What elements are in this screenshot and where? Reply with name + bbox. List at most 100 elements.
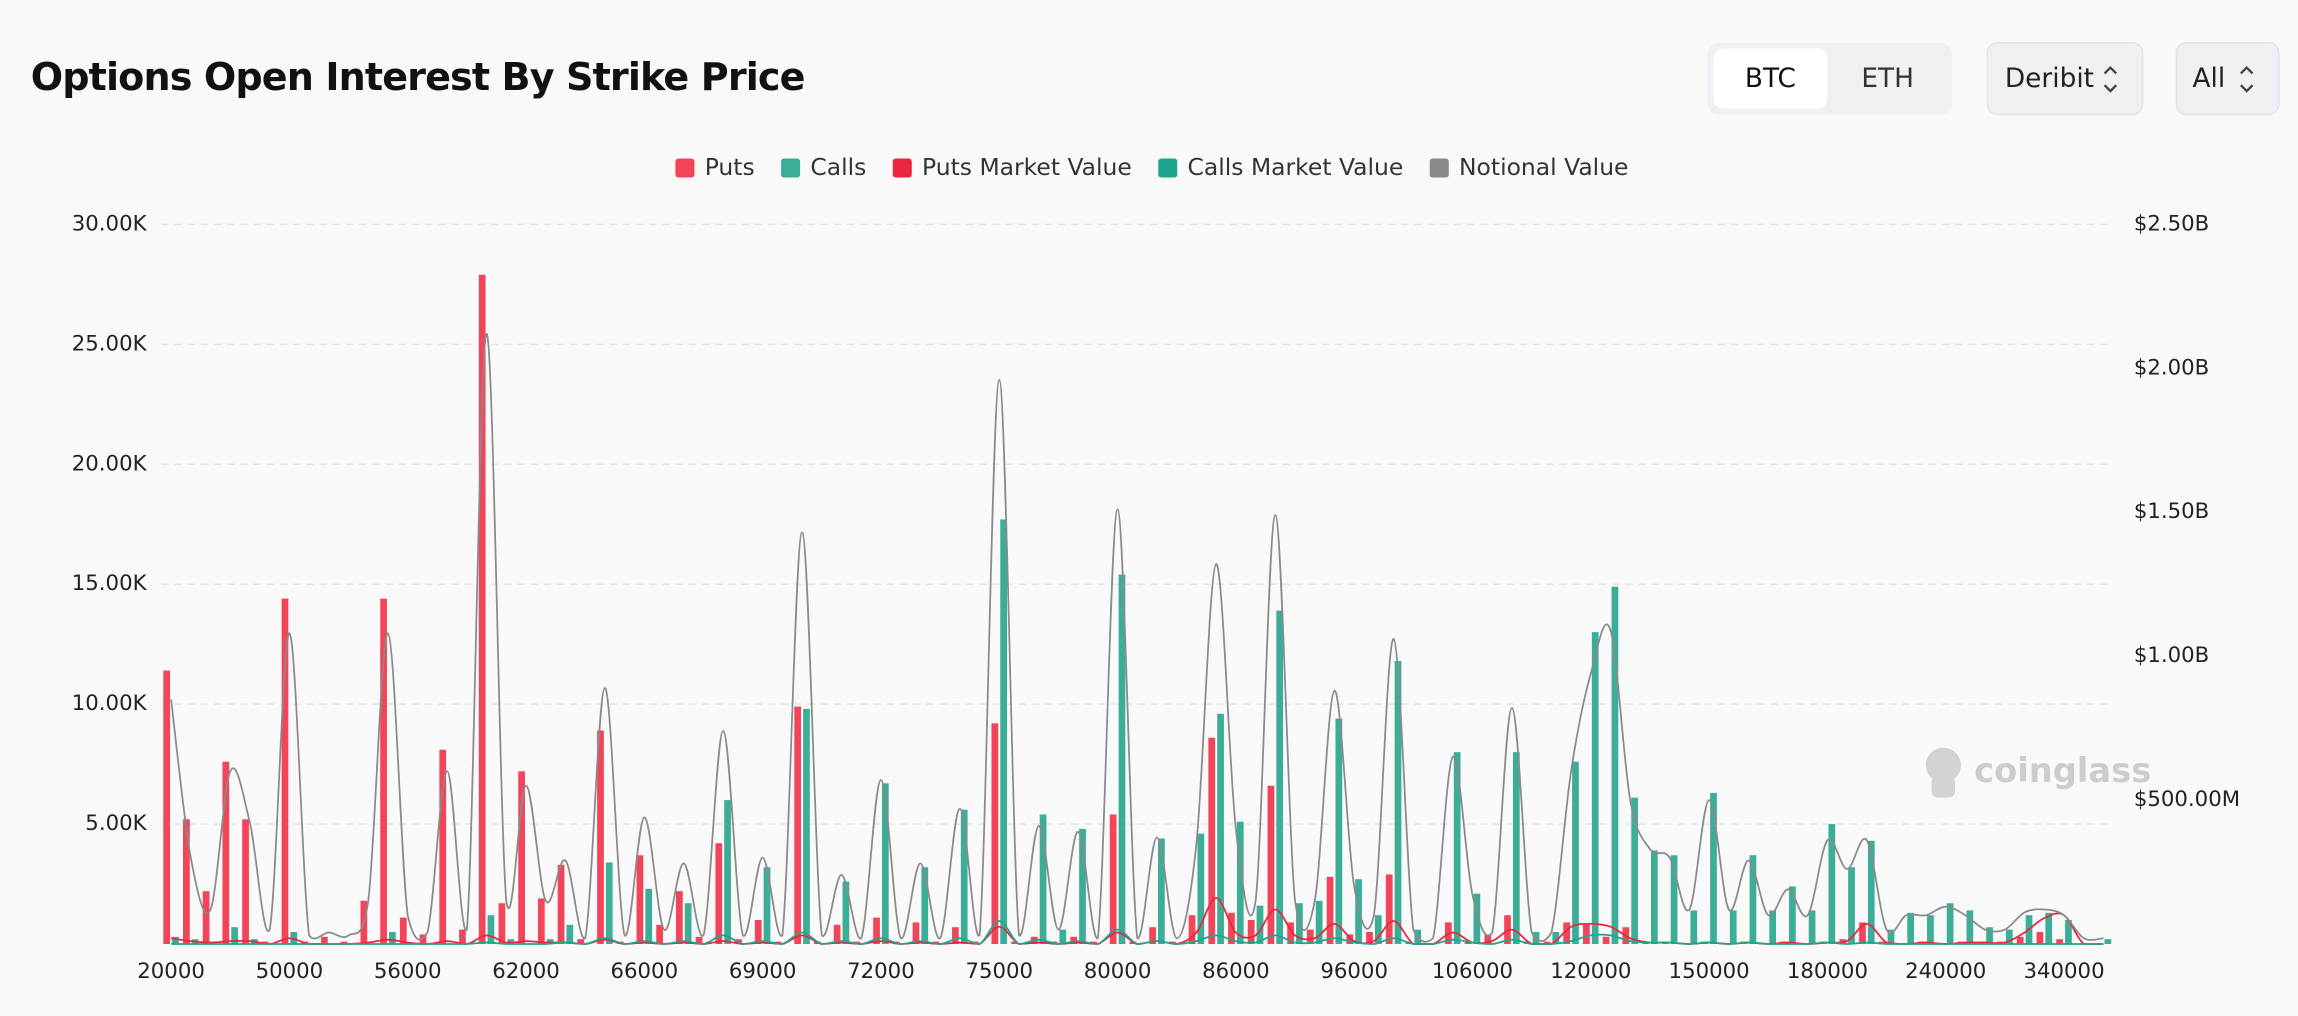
y2-tick-label: $1.50B <box>2134 499 2209 524</box>
bar <box>1158 838 1165 945</box>
bar <box>1611 586 1619 945</box>
bar <box>1729 910 1737 945</box>
x-tick-label: 62000 <box>492 959 560 984</box>
bar <box>459 929 466 945</box>
coin-switch: BTC ETH <box>1707 42 1953 115</box>
legend-swatch <box>1429 158 1449 178</box>
bar <box>1591 632 1599 945</box>
legend-label: Puts <box>705 153 755 181</box>
bar <box>1878 941 1886 945</box>
x-tick-label: 240000 <box>1905 959 1986 984</box>
y2-tick-label: $2.00B <box>2134 355 2209 380</box>
y2-tick-label: $2.50B <box>2134 211 2209 236</box>
bar <box>388 932 396 945</box>
bar <box>1315 900 1323 945</box>
legend-item[interactable]: Calls <box>781 153 866 181</box>
bar <box>803 708 810 945</box>
bar <box>2104 939 2112 945</box>
y2-tick-label: $500.00M <box>2134 787 2240 812</box>
bar <box>1236 821 1244 945</box>
legend-item[interactable]: Puts Market Value <box>892 153 1132 181</box>
bar <box>1335 718 1343 945</box>
bar <box>2016 936 2024 945</box>
legend-item[interactable]: Puts <box>675 153 755 181</box>
bar <box>952 927 959 945</box>
coin-tab-active <box>1713 48 1828 109</box>
bar <box>1326 876 1334 945</box>
bar <box>1366 932 1373 945</box>
legend-swatch <box>892 158 912 178</box>
bar <box>1149 927 1156 945</box>
bar <box>2005 929 2013 945</box>
bar <box>1512 752 1520 945</box>
select-chevron <box>2103 65 2118 93</box>
legend-swatch <box>781 158 801 178</box>
bar <box>763 867 771 945</box>
bar <box>1197 833 1205 945</box>
legend-swatch <box>675 158 695 178</box>
x-tick-label: 96000 <box>1320 959 1388 984</box>
plot <box>163 274 2112 945</box>
bar <box>912 922 920 945</box>
x-tick-label: 66000 <box>611 959 679 984</box>
watermark-text: coinglass <box>1974 751 2151 790</box>
x-tick-label: 340000 <box>2023 959 2104 984</box>
bar <box>1039 814 1047 945</box>
x-tick-label: 86000 <box>1202 959 1270 984</box>
line <box>170 332 2104 943</box>
x-tick-label: 75000 <box>965 959 1033 984</box>
select-chevron <box>2240 65 2254 93</box>
bar <box>684 903 692 945</box>
y-tick-label: 15.00K <box>72 571 148 596</box>
bar <box>172 936 179 945</box>
bar <box>163 670 171 945</box>
y-tick-label: 5.00K <box>85 811 147 836</box>
coin-tab[interactable]: BTC <box>1713 48 1828 109</box>
bar <box>1563 922 1571 945</box>
y-tick-label: 10.00K <box>72 691 148 716</box>
bar <box>695 936 703 945</box>
bar <box>281 598 289 945</box>
bar <box>507 939 515 945</box>
legend-label: Notional Value <box>1459 153 1628 181</box>
bar <box>1267 785 1275 945</box>
bar <box>1690 910 1698 945</box>
bar <box>231 927 238 945</box>
bar <box>1228 912 1235 945</box>
range-select[interactable]: All <box>2175 41 2280 116</box>
bar <box>380 598 387 945</box>
bar <box>2045 912 2053 945</box>
legend-item[interactable]: Calls Market Value <box>1158 153 1403 181</box>
bar <box>557 864 565 945</box>
bar <box>960 809 968 945</box>
bar <box>1808 910 1816 945</box>
bar <box>794 706 802 945</box>
bar <box>340 941 348 945</box>
bar <box>1572 761 1579 945</box>
bar <box>754 920 762 945</box>
bar <box>1374 915 1382 945</box>
bar <box>842 881 850 945</box>
bar <box>399 917 407 945</box>
bar <box>715 843 723 945</box>
bar <box>1504 915 1511 945</box>
y-tick-label: 25.00K <box>72 331 148 356</box>
bar <box>1306 929 1314 945</box>
bar <box>656 924 664 945</box>
bar <box>991 723 999 945</box>
bar <box>1079 828 1086 945</box>
legend-item[interactable]: Notional Value <box>1429 153 1629 181</box>
bar <box>1946 903 1954 945</box>
x-tick-label: 72000 <box>847 959 915 984</box>
legend: Puts Calls Puts Market Value Calls Market V… <box>675 153 1628 181</box>
legend-label: Calls Market Value <box>1188 153 1404 181</box>
legend-swatch <box>1158 158 1178 178</box>
chart-title: Options Open Interest By Strike Price <box>31 55 805 99</box>
y2-tick-label: $1.00B <box>2134 643 2209 668</box>
bar <box>577 939 585 945</box>
exchange-select[interactable]: Deribit <box>1986 41 2144 116</box>
bar <box>290 932 298 945</box>
exchange-select-box <box>1986 41 2144 116</box>
coin-tab[interactable]: ETH <box>1861 64 1914 94</box>
